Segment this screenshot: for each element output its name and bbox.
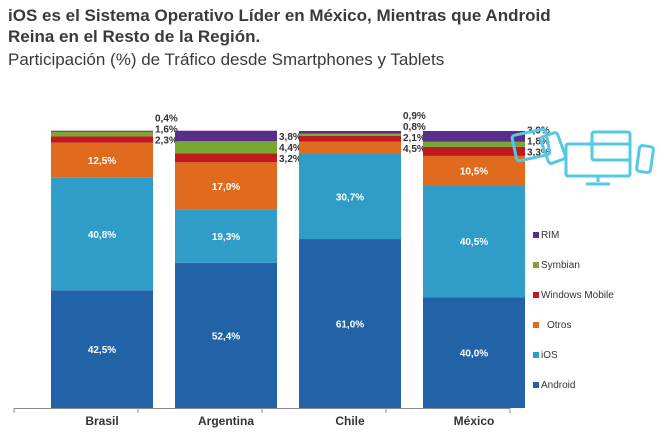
data-label-argentina-symbian: 4,4% [279, 143, 302, 154]
bar-brasil-symbian [51, 131, 153, 137]
legend-swatch-otros [533, 322, 539, 328]
legend-swatch-windows-mobile [533, 292, 539, 298]
bar-argentina-windows-mobile [175, 153, 277, 163]
legend-entry-otros: Otros [547, 320, 571, 331]
legend-entry-android: Android [541, 380, 575, 391]
x-tick-label-argentina: Argentina [198, 414, 254, 428]
legend-entry-ios: iOS [541, 350, 558, 361]
data-label-chile-symbian: 0,8% [403, 122, 426, 133]
bar-brasil-windows-mobile [51, 136, 153, 143]
data-label-mexico-otros: 10,5% [460, 166, 488, 177]
data-label-chile-rim: 0,9% [403, 111, 426, 122]
bar-argentina-otros [175, 162, 277, 210]
bar-chile-rim [299, 131, 401, 134]
data-label-brasil-android: 42,5% [88, 345, 116, 356]
bar-mexico-ios [423, 185, 525, 298]
bar-chile-otros [299, 141, 401, 154]
legend-swatch-android [533, 382, 539, 388]
bar-chile-symbian [299, 133, 401, 136]
bar-brasil-otros [51, 142, 153, 178]
chart-title-line2: Reina en el Resto de la Región. [8, 27, 261, 46]
data-label-argentina-android: 52,4% [212, 331, 240, 342]
data-label-brasil-symbian: 1,6% [155, 124, 178, 135]
bar-mexico-rim [423, 131, 525, 142]
x-tick-label-brasil: Brasil [85, 414, 118, 428]
smartphone-tablet-desktop-icon [510, 127, 655, 186]
data-label-argentina-rim: 3,8% [279, 132, 302, 143]
data-label-brasil-windows-mobile: 2,3% [155, 135, 178, 146]
data-label-brasil-rim: 0,4% [155, 113, 178, 124]
data-label-chile-ios: 30,7% [336, 193, 364, 204]
chart-title-line1: iOS es el Sistema Operativo Líder en Méx… [8, 6, 551, 25]
legend-entry-rim: RIM [541, 230, 559, 241]
legend-entry-symbian: Symbian [541, 260, 580, 271]
legend-entry-windows-mobile: Windows Mobile [541, 290, 614, 301]
data-label-brasil-otros: 12,5% [88, 156, 116, 167]
bar-brasil-rim [51, 130, 153, 132]
chart-subtitle: Participación (%) de Tráfico desde Smart… [8, 50, 445, 69]
legend-swatch-symbian [533, 262, 539, 268]
chart-title: iOS es el Sistema Operativo Líder en Méx… [8, 5, 648, 47]
bar-mexico-otros [423, 155, 525, 186]
data-label-chile-android: 61,0% [336, 320, 364, 331]
bar-argentina-ios [175, 209, 277, 263]
data-label-argentina-otros: 17,0% [212, 182, 240, 193]
data-label-mexico-symbian: 1,8% [527, 136, 550, 147]
x-tick-label-chile: Chile [335, 414, 365, 428]
data-label-mexico-windows-mobile: 3,3% [527, 147, 550, 158]
bar-chile-android [299, 239, 401, 408]
x-tick-label-mexico: México [454, 414, 495, 428]
data-label-chile-windows-mobile: 2,1% [403, 133, 426, 144]
bar-argentina-symbian [175, 141, 277, 154]
data-label-chile-otros: 4,5% [403, 144, 426, 155]
data-label-argentina-windows-mobile: 3,2% [279, 154, 302, 165]
bar-argentina-android [175, 262, 277, 408]
bar-chile-ios [299, 153, 401, 240]
bar-brasil-ios [51, 177, 153, 291]
bar-argentina-rim [175, 130, 277, 142]
bar-mexico-symbian [423, 141, 525, 147]
bar-mexico-android [423, 297, 525, 408]
legend-swatch-ios [533, 352, 539, 358]
legend-swatch-rim [533, 232, 539, 238]
data-label-mexico-ios: 40,5% [460, 237, 488, 248]
data-label-argentina-ios: 19,3% [212, 232, 240, 243]
data-label-brasil-ios: 40,8% [88, 230, 116, 241]
bar-chile-windows-mobile [299, 135, 401, 142]
data-label-mexico-android: 40,0% [460, 349, 488, 360]
bar-brasil-android [51, 290, 153, 408]
bar-mexico-windows-mobile [423, 146, 525, 156]
